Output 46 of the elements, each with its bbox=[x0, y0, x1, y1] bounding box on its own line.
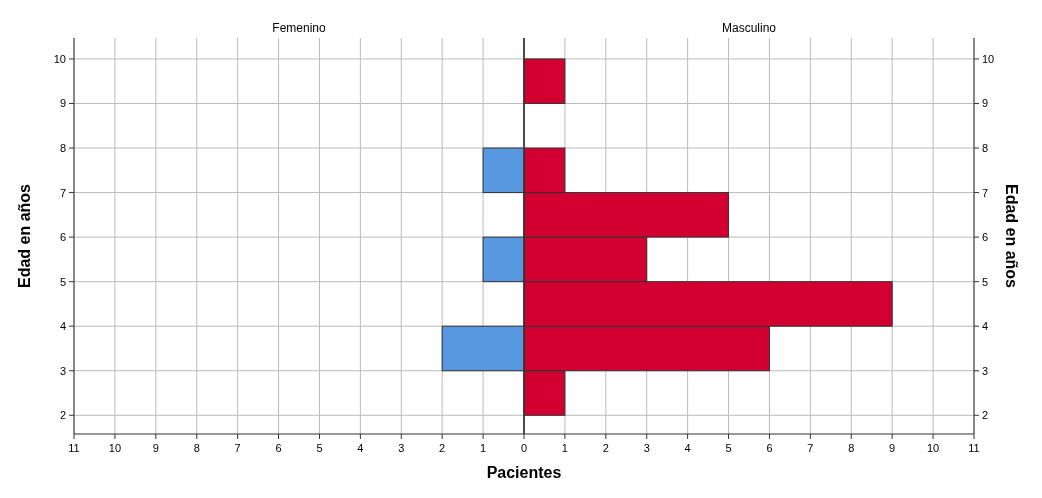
y-tick-label: 5 bbox=[59, 275, 66, 288]
y-axis-title: Edad en años bbox=[1003, 183, 1020, 289]
x-tick-label: 4 bbox=[357, 442, 364, 454]
y-tick-label: 8 bbox=[982, 142, 989, 155]
x-tick-label: 0 bbox=[520, 442, 528, 454]
x-tick-label: 1 bbox=[561, 442, 568, 454]
y-tick-label: 3 bbox=[982, 364, 989, 377]
y-tick-label: 6 bbox=[982, 231, 989, 244]
x-tick-label: 10 bbox=[926, 442, 940, 454]
x-tick-label: 9 bbox=[152, 442, 159, 454]
y-tick-label: 3 bbox=[59, 364, 66, 377]
y-tick-label: 8 bbox=[59, 142, 66, 155]
y-tick-label: 10 bbox=[53, 52, 66, 65]
x-tick-label: 11 bbox=[68, 442, 80, 454]
x-tick-label: 6 bbox=[275, 442, 282, 454]
y-tick-label: 7 bbox=[59, 186, 66, 199]
x-axis-title: Pacientes bbox=[486, 464, 562, 481]
x-tick-label: 6 bbox=[766, 442, 773, 454]
x-tick-label: 3 bbox=[643, 442, 650, 454]
x-tick-label: 8 bbox=[193, 442, 200, 454]
x-tick-label: 4 bbox=[684, 442, 691, 454]
x-tick-label: 2 bbox=[439, 442, 446, 454]
y-tick-label: 4 bbox=[982, 320, 989, 333]
y-tick-label: 2 bbox=[982, 409, 989, 422]
y-tick-label: 9 bbox=[982, 97, 989, 110]
chart-title: Masculino bbox=[721, 21, 777, 35]
x-tick-label: 5 bbox=[316, 442, 323, 454]
y-tick-label: 6 bbox=[59, 231, 66, 244]
x-tick-label: 10 bbox=[108, 442, 122, 454]
y-tick-label: 10 bbox=[982, 52, 995, 65]
x-tick-label: 8 bbox=[848, 442, 855, 454]
chart-title: Femenino bbox=[272, 21, 326, 35]
x-tick-label: 11 bbox=[968, 442, 980, 454]
y-tick-label: 5 bbox=[982, 275, 989, 288]
x-tick-label: 7 bbox=[234, 442, 241, 454]
y-tick-label: 2 bbox=[59, 409, 66, 422]
x-tick-label: 3 bbox=[398, 442, 405, 454]
x-tick-label: 1 bbox=[480, 442, 487, 454]
y-axis-title: Edad en años bbox=[16, 183, 33, 289]
x-tick-label: 5 bbox=[725, 442, 732, 454]
x-tick-label: 9 bbox=[889, 442, 896, 454]
y-tick-label: 7 bbox=[982, 186, 989, 199]
y-tick-label: 4 bbox=[59, 320, 66, 333]
x-tick-label: 7 bbox=[807, 442, 814, 454]
y-tick-label: 9 bbox=[59, 97, 66, 110]
x-tick-label: 2 bbox=[602, 442, 609, 454]
